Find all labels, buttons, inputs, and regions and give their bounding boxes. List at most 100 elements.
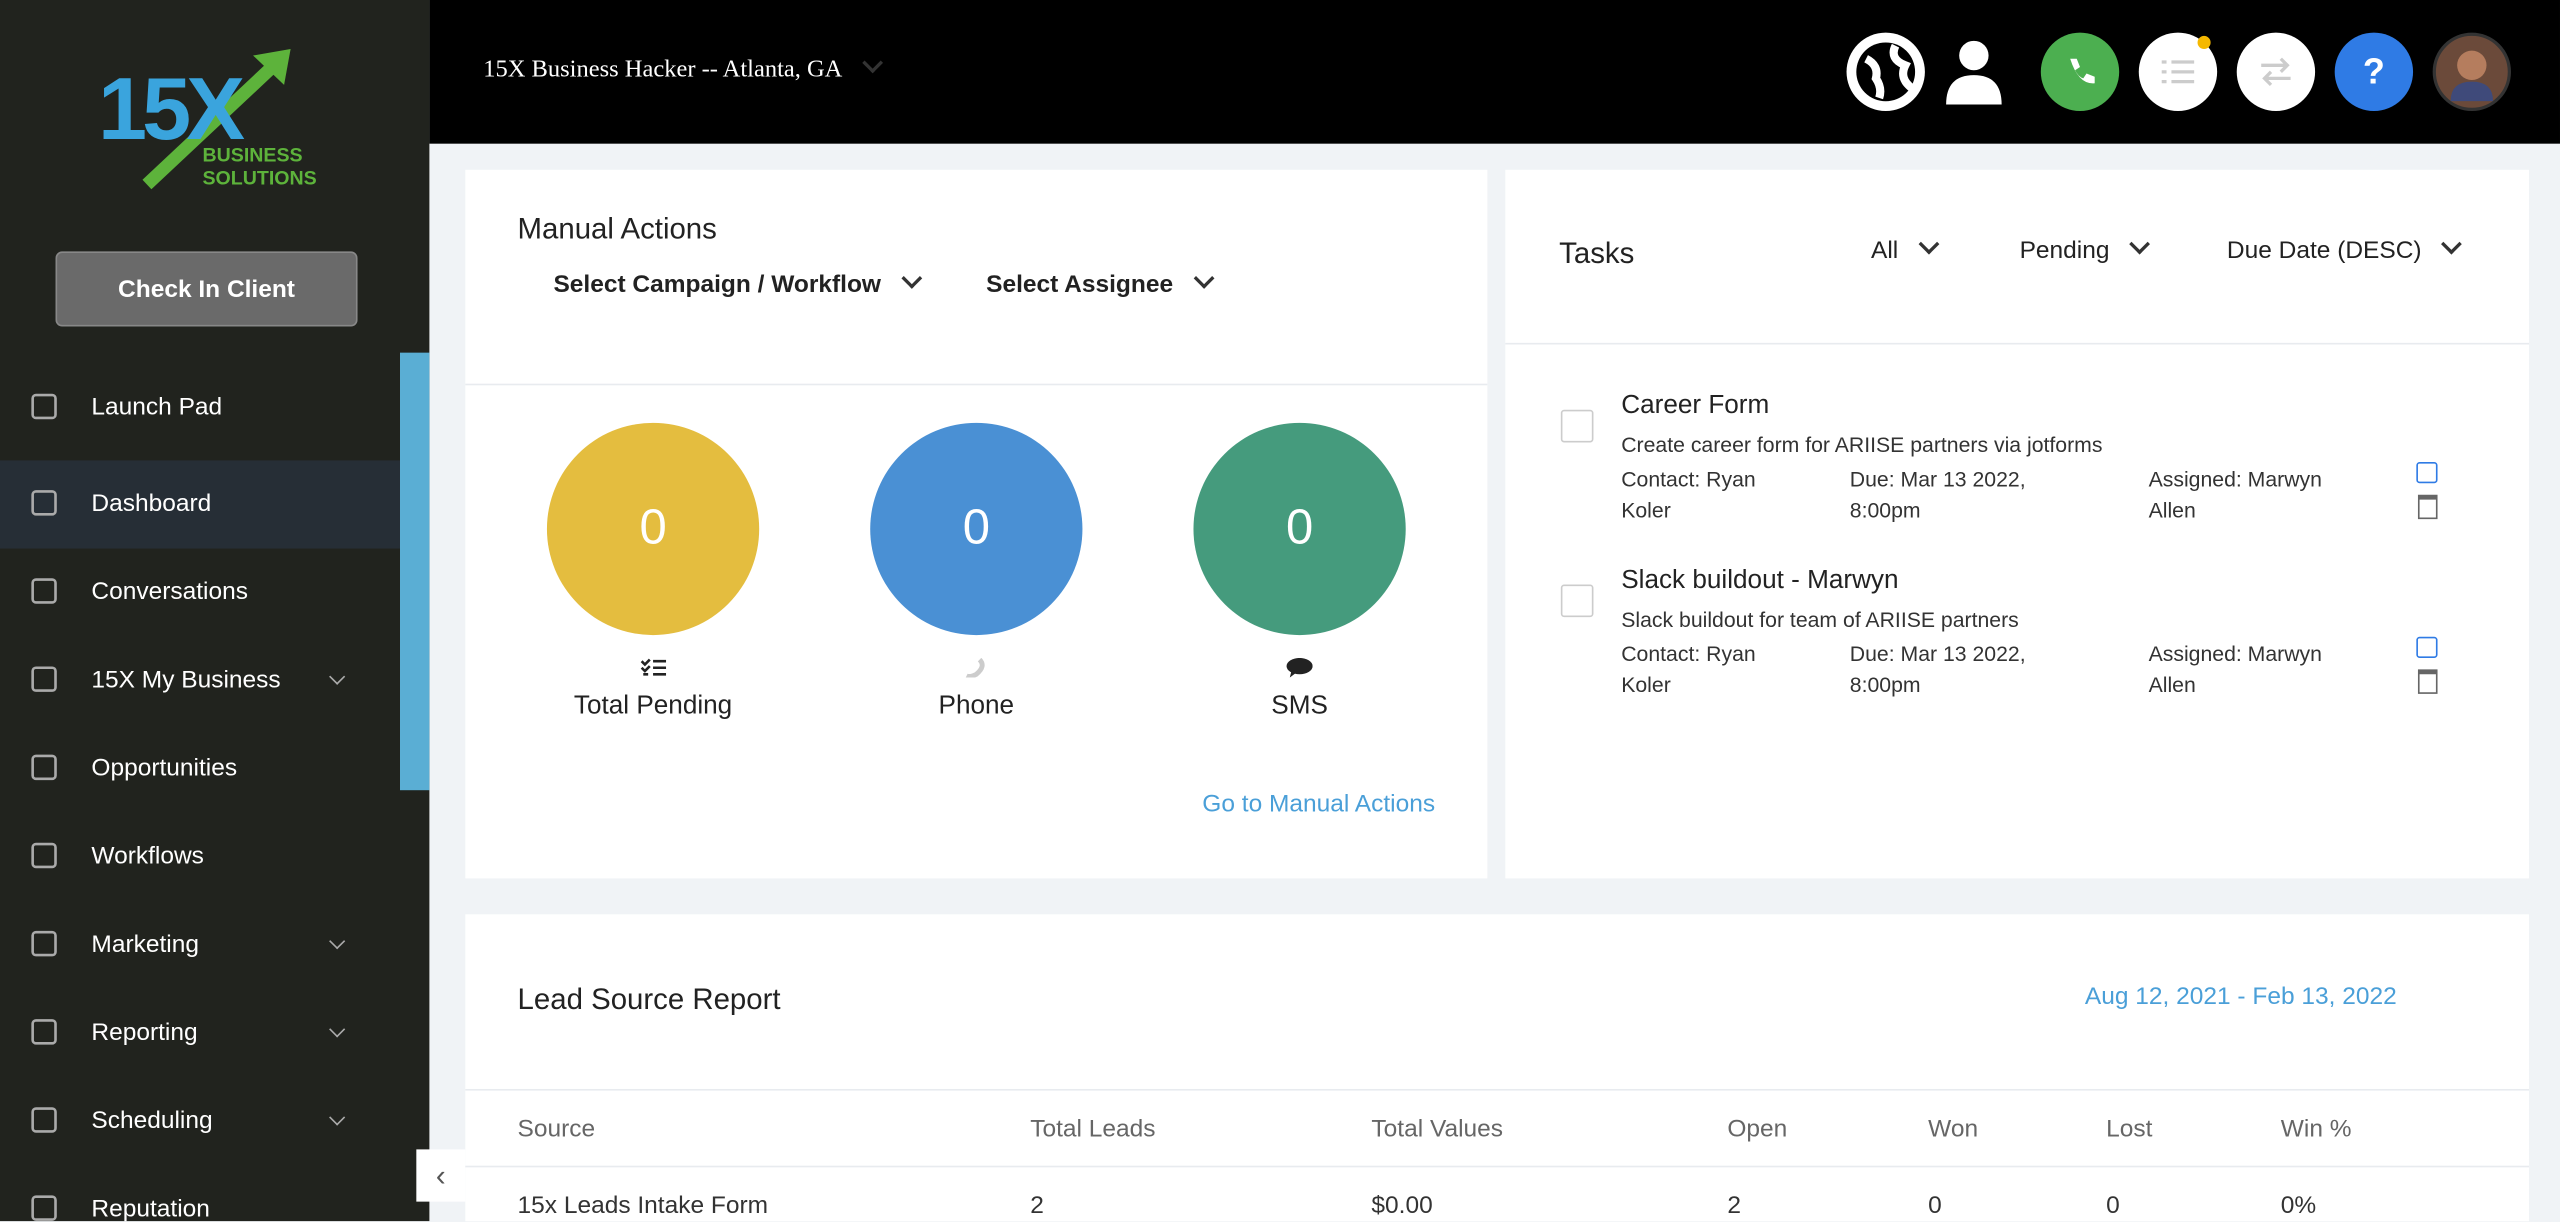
link[interactable]: Go to Manual Actions — [1202, 790, 1436, 818]
menu-icon — [31, 578, 57, 604]
stat-icon — [640, 656, 667, 676]
stat-label: Phone — [938, 692, 1015, 720]
icon — [2450, 50, 2494, 102]
task-item: Career Form Create career form for ARIISE… — [1505, 389, 2529, 552]
stat-label: SMS — [1271, 692, 1328, 720]
menu-icon — [31, 754, 57, 781]
menu-label: Scheduling — [91, 1106, 213, 1134]
top-bar: 15X Business Hacker -- Atlanta, GA ? — [429, 0, 2560, 144]
column-header: Total Leads — [1030, 1115, 1156, 1143]
menu-item[interactable]: Reporting — [0, 988, 400, 1076]
table-cell: 0 — [2106, 1191, 2120, 1220]
active-highlight — [0, 460, 400, 549]
filter-select[interactable]: Select Campaign / Workflow — [553, 271, 918, 299]
menu-item[interactable]: Marketing — [0, 900, 400, 988]
column-header: Won — [1928, 1115, 1979, 1143]
filter-select[interactable]: Pending — [2020, 237, 2147, 265]
menu-item[interactable]: 15X My Business — [0, 635, 400, 723]
filter-select[interactable]: Due Date (DESC) — [2227, 237, 2459, 265]
menu-label: Marketing — [91, 929, 199, 958]
collapse-button[interactable]: ‹ — [416, 1149, 466, 1202]
user-icon[interactable] — [1935, 33, 2013, 111]
checkbox[interactable] — [1560, 409, 1594, 443]
table-cell: 2 — [1030, 1191, 1044, 1220]
stat-circle: 0 — [1193, 422, 1406, 636]
task-title: Career Form — [1621, 391, 1770, 420]
task-assigned: Assigned: Marwyn Allen — [2148, 466, 2322, 523]
task-due: Due: Mar 13 2022, 8:00pm — [1849, 641, 2026, 698]
delete-icon[interactable] — [2417, 494, 2438, 520]
menu-icon — [31, 1019, 57, 1045]
menu-label: Workflows — [91, 841, 204, 870]
stat-circle: 0 — [546, 422, 760, 636]
table-cell: $0.00 — [1371, 1191, 1433, 1220]
logo-line: SOLUTIONS — [202, 166, 317, 190]
avatar[interactable] — [2432, 32, 2512, 112]
table-cell: 0% — [2280, 1191, 2317, 1220]
filter-select[interactable]: All — [1871, 237, 1936, 265]
phone-icon[interactable] — [2040, 32, 2120, 112]
edit-icon[interactable] — [2416, 462, 2438, 484]
menu-icon — [31, 490, 57, 516]
icon — [640, 658, 667, 676]
chevron — [329, 1021, 346, 1038]
divider — [465, 383, 1488, 386]
help-icon[interactable]: ? — [2334, 32, 2414, 112]
filter-select[interactable]: Select Assignee — [986, 271, 1210, 299]
divider — [465, 1088, 2529, 1091]
icon — [965, 657, 985, 679]
table-cell: 2 — [1727, 1191, 1741, 1220]
tasks-icon[interactable] — [2138, 32, 2218, 112]
menu-label: Dashboard — [91, 488, 212, 517]
stat-icon — [1286, 656, 1313, 678]
divider — [1505, 342, 2529, 345]
icon — [2261, 57, 2291, 87]
icon — [2070, 58, 2095, 84]
switch-icon[interactable] — [2236, 32, 2316, 112]
column-header: Open — [1727, 1115, 1788, 1143]
chevron — [329, 668, 346, 685]
menu-icon — [31, 393, 57, 420]
card-title: Manual Actions — [517, 212, 717, 245]
stat-icon — [963, 656, 989, 679]
menu-item[interactable]: Reputation — [0, 1164, 400, 1221]
edit-icon[interactable] — [2416, 636, 2438, 658]
date-range[interactable]: Aug 12, 2021 - Feb 13, 2022 — [2084, 982, 2397, 1011]
icon — [1946, 40, 2002, 105]
delete-icon[interactable] — [2417, 669, 2438, 694]
checkbox[interactable] — [1560, 584, 1594, 618]
menu-icon — [31, 842, 57, 869]
globe-icon[interactable] — [1846, 32, 1925, 112]
menu-item[interactable]: Dashboard — [0, 459, 400, 547]
scrollbar — [399, 352, 430, 791]
tasks-card: Tasks All Pending Due Date (DESC) Career… — [1505, 169, 2529, 879]
menu-icon — [31, 1107, 57, 1133]
menu-item[interactable]: Opportunities — [0, 723, 400, 811]
logo-arrow — [142, 48, 291, 190]
menu-label: Reporting — [91, 1017, 198, 1046]
stat-label: Total Pending — [573, 692, 733, 720]
menu-item[interactable]: Launch Pad — [0, 362, 400, 450]
logo: 15X BUSINESS SOLUTIONS — [98, 46, 327, 193]
menu-item[interactable]: Conversations — [0, 547, 400, 635]
card-title: Tasks — [1559, 236, 1635, 270]
menu-item[interactable]: Workflows — [0, 811, 400, 899]
task-contact: Contact: Ryan Koler — [1621, 466, 1756, 523]
menu-item[interactable]: Scheduling — [0, 1076, 400, 1164]
menu-label: Reputation — [91, 1194, 210, 1222]
icon — [1856, 42, 1916, 102]
task-item: Slack buildout - Marwyn Slack buildout fo… — [1505, 563, 2529, 726]
logo-mark: 15X — [97, 60, 245, 159]
menu-icon — [31, 930, 57, 957]
lead-source-card: Lead Source Report Aug 12, 2021 - Feb 13… — [465, 914, 2529, 1222]
column-header: Source — [517, 1115, 596, 1143]
logo-line: BUSINESS — [202, 143, 303, 167]
task-title: Slack buildout - Marwyn — [1621, 566, 1899, 595]
divider — [465, 1165, 2529, 1168]
location-select[interactable]: 15X Business Hacker -- Atlanta, GA — [483, 57, 880, 85]
task-due: Due: Mar 13 2022, 8:00pm — [1849, 466, 2026, 523]
menu-label: Conversations — [91, 577, 248, 605]
check-in-button[interactable]: Check In Client — [55, 251, 358, 327]
